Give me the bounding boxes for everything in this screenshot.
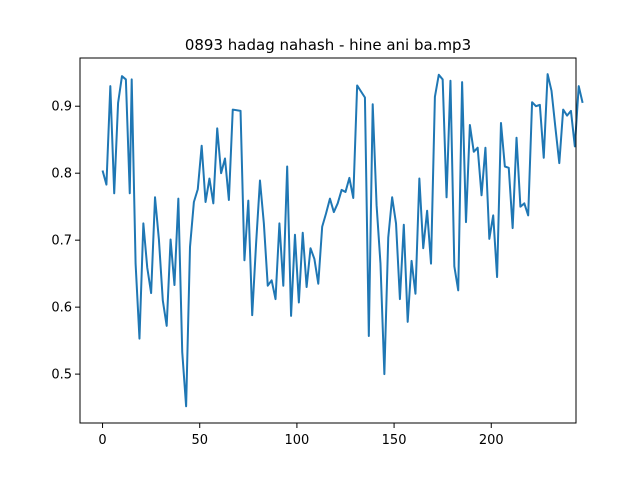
x-tick-label: 50 [191, 433, 208, 448]
y-tick-label: 0.5 [51, 368, 72, 383]
x-tick-label: 100 [284, 433, 309, 448]
y-tick-label: 0.6 [51, 301, 72, 316]
x-tick-label: 0 [98, 433, 106, 448]
x-tick-label: 200 [479, 433, 504, 448]
series-line [101, 73, 584, 408]
x-axis-ticks: 0 50 100 150 200 [98, 423, 504, 448]
chart-title: 0893 hadag nahash - hine ani ba.mp3 [185, 36, 471, 54]
y-axis-ticks: 0.5 0.6 0.7 0.8 0.9 [51, 100, 80, 383]
x-tick-label: 150 [382, 433, 407, 448]
y-tick-label: 0.7 [51, 234, 72, 249]
y-tick-label: 0.8 [51, 167, 72, 182]
plot-area [101, 73, 584, 408]
y-tick-label: 0.9 [51, 100, 72, 115]
